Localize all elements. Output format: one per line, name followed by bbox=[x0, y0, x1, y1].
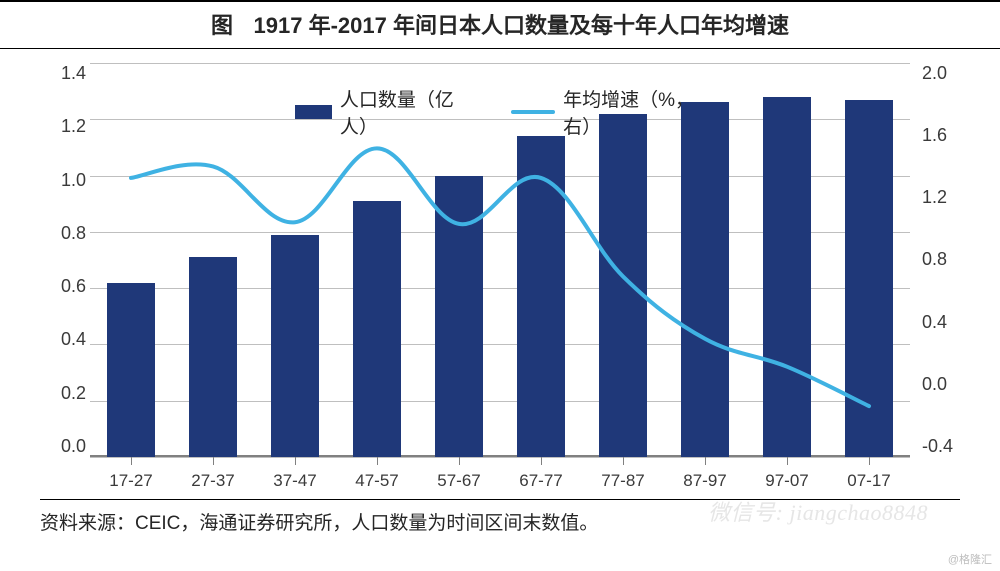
x-tick bbox=[295, 457, 296, 465]
axis-tick-label: 0.8 bbox=[40, 223, 86, 244]
x-label: 17-27 bbox=[109, 471, 152, 491]
title-bar: 图 1917 年-2017 年间日本人口数量及每十年人口年均增速 bbox=[0, 0, 1000, 49]
y-axis-right: 2.0 1.6 1.2 0.8 0.4 0.0 -0.4 bbox=[914, 63, 960, 457]
x-label: 57-67 bbox=[437, 471, 480, 491]
wechat-watermark: 微信号: jiangchao8848 bbox=[708, 495, 928, 527]
title-prefix: 图 bbox=[211, 8, 235, 40]
x-tick bbox=[787, 457, 788, 465]
y-axis-left: 1.4 1.2 1.0 0.8 0.6 0.4 0.2 0.0 bbox=[40, 63, 86, 457]
axis-tick-label: 0.4 bbox=[40, 329, 86, 350]
legend-line-label: 年均增速（%，右） bbox=[563, 85, 705, 139]
legend-line: 年均增速（%，右） bbox=[511, 85, 705, 139]
x-tick bbox=[623, 457, 624, 465]
axis-tick-label: 1.6 bbox=[922, 125, 960, 146]
axis-tick-label: 0.8 bbox=[922, 249, 960, 270]
chart-frame: 图 1917 年-2017 年间日本人口数量及每十年人口年均增速 1.41.21… bbox=[0, 0, 1000, 571]
x-tick bbox=[541, 457, 542, 465]
x-label: 77-87 bbox=[601, 471, 644, 491]
x-tick bbox=[377, 457, 378, 465]
x-label: 07-17 bbox=[847, 471, 890, 491]
x-label: 47-57 bbox=[355, 471, 398, 491]
chart-area: 1.4 1.2 1.0 0.8 0.6 0.4 0.2 0.0 2.0 1.6 1.2 0.8 0.4… bbox=[40, 63, 960, 493]
legend-line-swatch bbox=[511, 110, 555, 114]
growth-line bbox=[131, 148, 869, 406]
legend-bar-label: 人口数量（亿人） bbox=[340, 85, 468, 139]
axis-tick-label: 0.0 bbox=[40, 436, 86, 457]
axis-tick-label: 0.4 bbox=[922, 312, 960, 333]
legend-bar-swatch bbox=[295, 105, 332, 119]
corner-watermark: @格隆汇 bbox=[948, 551, 992, 567]
x-tick bbox=[213, 457, 214, 465]
x-label: 97-07 bbox=[765, 471, 808, 491]
plot-region: 人口数量（亿人） 年均增速（%，右） 17-2727-3737-4747-575… bbox=[90, 63, 910, 457]
x-tick bbox=[705, 457, 706, 465]
axis-tick-label: 1.4 bbox=[40, 63, 86, 84]
x-label: 27-37 bbox=[191, 471, 234, 491]
axis-tick-label: 1.0 bbox=[40, 170, 86, 191]
legend-bar: 人口数量（亿人） bbox=[295, 85, 467, 139]
chart-legend: 人口数量（亿人） 年均增速（%，右） bbox=[295, 85, 705, 139]
x-tick bbox=[459, 457, 460, 465]
axis-tick-label: 1.2 bbox=[40, 116, 86, 137]
x-label: 67-77 bbox=[519, 471, 562, 491]
x-tick bbox=[131, 457, 132, 465]
axis-tick-label: 1.2 bbox=[922, 187, 960, 208]
x-label: 87-97 bbox=[683, 471, 726, 491]
chart-title: 1917 年-2017 年间日本人口数量及每十年人口年均增速 bbox=[254, 13, 789, 38]
axis-tick-label: 2.0 bbox=[922, 63, 960, 84]
axis-tick-label: 0.0 bbox=[922, 374, 960, 395]
x-tick bbox=[869, 457, 870, 465]
axis-tick-label: 0.6 bbox=[40, 276, 86, 297]
x-label: 37-47 bbox=[273, 471, 316, 491]
axis-tick-label: 0.2 bbox=[40, 383, 86, 404]
axis-tick-label: -0.4 bbox=[922, 436, 960, 457]
